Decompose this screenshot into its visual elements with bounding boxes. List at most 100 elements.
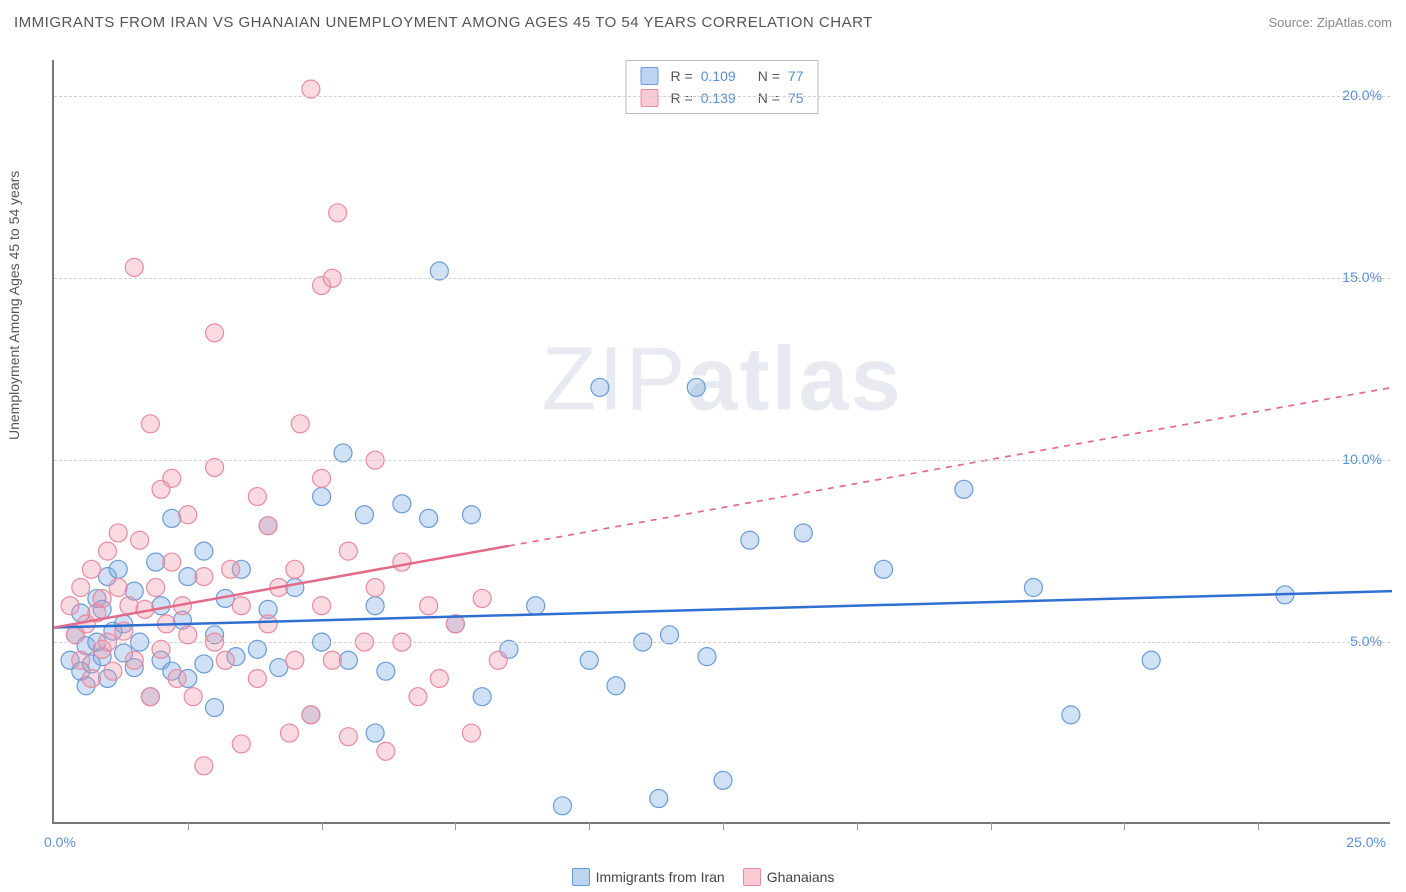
scatter-point-ghana [302,706,320,724]
scatter-point-iran [698,648,716,666]
scatter-point-iran [714,771,732,789]
scatter-point-iran [163,509,181,527]
scatter-point-iran [420,509,438,527]
scatter-point-iran [366,597,384,615]
scatter-point-ghana [109,524,127,542]
scatter-point-ghana [179,506,197,524]
scatter-point-ghana [216,651,234,669]
scatter-point-ghana [259,615,277,633]
scatter-point-iran [393,495,411,513]
stats-swatch-ghana [641,89,659,107]
stats-swatch-iran [641,67,659,85]
scatter-point-ghana [109,579,127,597]
legend-label-iran: Immigrants from Iran [596,869,725,885]
scatter-point-iran [955,480,973,498]
scatter-point-iran [462,506,480,524]
scatter-point-ghana [248,669,266,687]
scatter-point-ghana [409,688,427,706]
gridline-h [54,460,1390,461]
scatter-point-iran [1142,651,1160,669]
scatter-svg [54,60,1390,822]
plot-area: ZIPatlas R = 0.109 N = 77 R = 0.139 N = … [52,60,1390,824]
scatter-point-ghana [259,517,277,535]
scatter-point-iran [687,378,705,396]
scatter-point-ghana [206,324,224,342]
scatter-point-ghana [232,735,250,753]
scatter-point-ghana [313,597,331,615]
gridline-h [54,96,1390,97]
scatter-point-ghana [222,560,240,578]
scatter-point-ghana [339,542,357,560]
y-axis-label: Unemployment Among Ages 45 to 54 years [6,171,22,440]
scatter-point-iran [591,378,609,396]
scatter-point-iran [607,677,625,695]
scatter-point-ghana [366,579,384,597]
scatter-point-ghana [329,204,347,222]
scatter-point-ghana [163,553,181,571]
scatter-point-ghana [184,688,202,706]
x-tick [322,822,323,830]
scatter-point-ghana [99,542,117,560]
x-tick [188,822,189,830]
scatter-point-ghana [430,669,448,687]
stats-row-ghana: R = 0.139 N = 75 [641,87,804,109]
scatter-point-iran [195,542,213,560]
legend-item-ghana: Ghanaians [743,868,835,886]
scatter-point-iran [206,699,224,717]
scatter-point-ghana [147,579,165,597]
scatter-point-ghana [131,531,149,549]
scatter-point-iran [875,560,893,578]
scatter-point-ghana [473,589,491,607]
scatter-point-ghana [168,669,186,687]
scatter-point-ghana [125,651,143,669]
scatter-point-iran [366,724,384,742]
scatter-point-ghana [125,258,143,276]
scatter-point-ghana [232,597,250,615]
stats-row-iran: R = 0.109 N = 77 [641,65,804,87]
scatter-point-ghana [323,651,341,669]
scatter-point-ghana [462,724,480,742]
scatter-point-ghana [141,688,159,706]
scatter-point-iran [1024,579,1042,597]
scatter-point-ghana [195,568,213,586]
scatter-point-iran [473,688,491,706]
scatter-point-iran [355,506,373,524]
scatter-point-ghana [313,469,331,487]
scatter-point-ghana [61,597,79,615]
scatter-point-iran [286,579,304,597]
scatter-point-ghana [163,469,181,487]
scatter-point-iran [152,597,170,615]
scatter-point-iran [794,524,812,542]
x-tick [857,822,858,830]
scatter-point-ghana [393,553,411,571]
scatter-point-iran [1062,706,1080,724]
scatter-point-iran [741,531,759,549]
scatter-point-ghana [280,724,298,742]
legend-swatch-ghana [743,868,761,886]
x-end-label: 25.0% [1346,834,1386,850]
y-tick-label: 15.0% [1342,269,1382,285]
scatter-point-ghana [104,662,122,680]
stats-legend-box: R = 0.109 N = 77 R = 0.139 N = 75 [626,60,819,114]
scatter-point-ghana [420,597,438,615]
x-tick [723,822,724,830]
scatter-point-iran [313,488,331,506]
scatter-point-ghana [93,589,111,607]
scatter-point-iran [147,553,165,571]
y-tick-label: 5.0% [1350,633,1382,649]
scatter-point-ghana [248,488,266,506]
scatter-point-iran [109,560,127,578]
gridline-h [54,642,1390,643]
scatter-point-iran [553,797,571,815]
chart-title: IMMIGRANTS FROM IRAN VS GHANAIAN UNEMPLO… [14,14,873,31]
legend-item-iran: Immigrants from Iran [572,868,725,886]
scatter-point-iran [339,651,357,669]
x-tick [991,822,992,830]
trendline-iran [54,591,1392,627]
trendline-dashed-ghana [509,387,1392,545]
scatter-point-ghana [82,560,100,578]
scatter-point-iran [270,659,288,677]
source-label: Source: ZipAtlas.com [1268,15,1392,30]
legend-swatch-iran [572,868,590,886]
x-tick [1258,822,1259,830]
